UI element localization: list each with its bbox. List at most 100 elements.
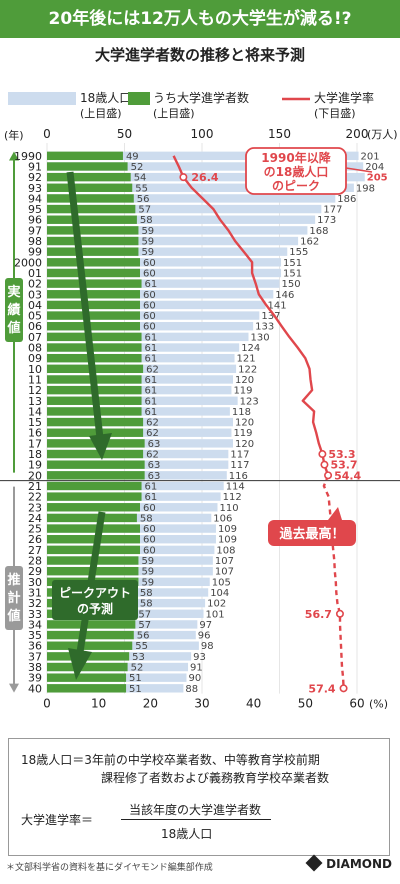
population-value-label: 204: [365, 162, 384, 173]
population-value-label: 106: [213, 513, 232, 524]
enrollment-value-label: 62: [146, 450, 159, 461]
year-label: 13: [28, 395, 42, 408]
population-bar: [47, 396, 238, 405]
enrollment-value-label: 60: [143, 503, 156, 514]
peak-callout-text: 1990年以降: [261, 150, 331, 165]
population-value-label: 90: [189, 673, 202, 684]
year-label: 37: [28, 650, 42, 663]
population-bar: [47, 343, 240, 352]
peak-callout-pointer: [345, 167, 373, 173]
year-label: 07: [28, 331, 42, 344]
enrollment-value-label: 57: [138, 205, 151, 216]
year-label: 94: [28, 192, 42, 205]
population-value-label: 117: [230, 460, 249, 471]
enrollment-value-label: 55: [135, 641, 148, 652]
enrollment-value-label: 57: [138, 609, 151, 620]
enrollment-value-label: 59: [141, 556, 154, 567]
enrollment-value-label: 60: [143, 545, 156, 556]
year-label: 34: [28, 618, 42, 631]
population-value-label: 162: [300, 237, 319, 248]
headline-banner: 20年後には12万人もの大学生が減る!?: [0, 0, 400, 38]
enrollment-bar: [47, 503, 140, 512]
record-callout-box: [268, 520, 356, 546]
brand-logo: DIAMOND: [305, 854, 392, 872]
enrollment-bar: [47, 460, 145, 469]
fraction-bar: [121, 819, 271, 820]
year-label: 12: [28, 384, 42, 397]
year-label: 30: [28, 576, 42, 589]
population-value-label: 119: [233, 428, 252, 439]
enrollment-bar: [47, 449, 144, 459]
enrollment-value-label: 61: [145, 492, 158, 503]
enrollment-value-label: 59: [141, 567, 154, 578]
bottom-axis-tick-label: 10: [91, 697, 106, 711]
year-label: 40: [28, 682, 42, 695]
population-value-label: 205: [367, 173, 388, 184]
rate-marker: [179, 173, 188, 182]
legend-sub-rate: (下目盛): [314, 106, 356, 120]
year-label: 14: [28, 405, 42, 418]
rate-marker: [320, 460, 329, 469]
enrollment-bar: [47, 226, 139, 235]
population-value-label: 198: [356, 183, 375, 194]
peak-callout-text: の18歳人口: [264, 164, 329, 179]
population-bar: [47, 268, 282, 278]
peakout-box: [52, 580, 138, 620]
enrollment-value-label: 58: [140, 215, 153, 226]
enrollment-value-label: 60: [143, 311, 156, 322]
peak-callout-box: [245, 147, 347, 195]
top-axis-tick-label: 0: [43, 127, 51, 141]
enrollment-value-label: 49: [126, 151, 139, 162]
forecast-period-badge: [5, 566, 23, 630]
rate-value-label: 26.4: [191, 171, 218, 184]
forecast-period-arrow-down-icon: [9, 683, 19, 693]
forecast-arrow-head-icon: [68, 648, 92, 680]
year-label: 21: [28, 480, 42, 493]
population-value-label: 201: [361, 151, 380, 162]
year-label: 25: [28, 523, 42, 536]
bottom-axis-tick-label: 50: [298, 697, 313, 711]
enrollment-value-label: 59: [141, 226, 154, 237]
enrollment-value-label: 52: [131, 663, 144, 674]
enrollment-value-label: 60: [143, 258, 156, 269]
enrollment-bar: [47, 247, 139, 256]
enrollment-value-label: 61: [145, 279, 158, 290]
rate-value-label: 53.3: [328, 448, 355, 461]
year-label: 09: [28, 352, 42, 365]
enrollment-bar: [47, 481, 142, 491]
year-label: 32: [28, 597, 42, 610]
population-value-label: 98: [201, 641, 214, 652]
legend-swatch-population: [8, 92, 76, 105]
year-label: 29: [28, 565, 42, 578]
enrollment-value-label: 61: [145, 407, 158, 418]
enrollment-bar: [47, 183, 133, 192]
year-label: 95: [28, 203, 42, 216]
record-callout-pointer-icon: [328, 507, 342, 520]
enrollment-value-label: 56: [137, 631, 150, 642]
rate-value-label: 57.4: [308, 682, 335, 695]
formula-denominator: 18歳人口: [161, 827, 213, 841]
population-bar: [47, 194, 336, 203]
enrollment-value-label: 59: [141, 237, 154, 248]
forecast-period-label: 計: [7, 590, 20, 606]
population-bar: [47, 151, 359, 161]
population-value-label: 107: [215, 567, 234, 578]
enrollment-value-label: 60: [143, 535, 156, 546]
enrollment-value-label: 61: [145, 332, 158, 343]
year-label: 92: [28, 171, 42, 184]
rate-value-label: 53.7: [330, 459, 357, 472]
population-value-label: 130: [251, 332, 270, 343]
enrollment-value-label: 61: [145, 481, 158, 492]
population-value-label: 116: [229, 471, 248, 482]
formula-numerator: 当該年度の大学進学者数: [129, 803, 262, 817]
year-label: 93: [28, 182, 42, 195]
chart-svg: 18歳人口(上目盛)うち大学進学者数(上目盛)大学進学率(下目盛)(年) 0 50 1…: [0, 90, 400, 711]
legend-label-enrollment: うち大学進学者数: [153, 90, 249, 105]
formula-lhs: 大学進学率＝: [21, 813, 94, 827]
definition-line-1: 18歳人口＝3年前の中学校卒業者数、中等教育学校前期: [21, 753, 320, 767]
population-bar: [47, 332, 249, 342]
population-value-label: 109: [218, 535, 237, 546]
bottom-axis-unit: (%): [369, 698, 388, 711]
population-bar: [47, 162, 364, 171]
population-value-label: 150: [282, 279, 301, 290]
